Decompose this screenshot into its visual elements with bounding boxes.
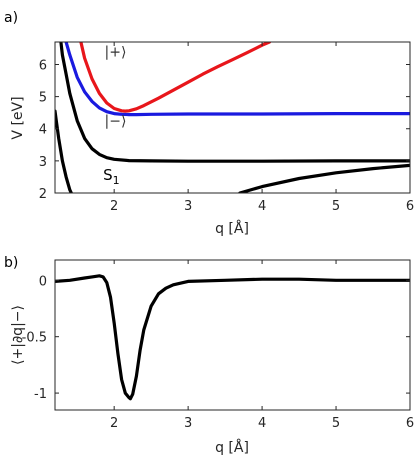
s1-annotation: S1	[103, 166, 120, 187]
panel-b-label: b)	[4, 255, 18, 271]
ket-plus-annotation: |+⟩	[105, 44, 127, 60]
x-tick-label: 6	[406, 199, 414, 214]
panel-b: b) q [Å] ⟨+|∂q|−⟩ 2 3 4 5 6 0 -0.5 -1	[4, 255, 414, 456]
x-axis-label-a: q [Å]	[215, 220, 249, 237]
series-line-0-0	[79, 42, 272, 113]
y-axis-label-a: V [eV]	[10, 96, 26, 139]
plot-area-b	[55, 274, 410, 401]
series-line-0-1	[64, 42, 410, 117]
y-axis-label-b: ⟨+|∂q|−⟩	[10, 305, 26, 365]
x-tick-label: 3	[184, 416, 192, 431]
y-tick-label: -1	[34, 387, 47, 402]
series-line-0-2	[59, 42, 410, 163]
x-axis-label-b: q [Å]	[215, 439, 249, 456]
axes-frame-a	[54, 41, 411, 194]
y-tick-label: 6	[39, 58, 47, 73]
y-tick-label: 4	[39, 123, 47, 138]
s1-subscript: 1	[113, 174, 120, 187]
x-tick-label: 2	[110, 416, 118, 431]
s1-letter: S	[103, 166, 113, 184]
y-tick-label: 2	[39, 187, 47, 202]
x-tick-label: 6	[406, 416, 414, 431]
ket-minus-annotation: |−⟩	[105, 114, 127, 130]
x-tick-label: 3	[184, 199, 192, 214]
x-tick-label: 2	[110, 199, 118, 214]
x-tick-label: 5	[332, 416, 340, 431]
panel-a-label: a)	[4, 10, 18, 26]
series-line-0-3	[55, 109, 73, 193]
series-line-0-4	[238, 163, 410, 193]
ticks-a: 2 3 4 5 6 2 3 4 5 6	[39, 42, 414, 214]
y-tick-label: -0.5	[22, 331, 47, 346]
plot-area-a	[55, 42, 410, 193]
panel-a: a) q [Å] V [eV] 2 3 4 5 6 2 3 4 5 6 |+⟩ |−⟩ S1	[4, 10, 414, 237]
x-tick-label: 4	[258, 199, 266, 214]
series-line-1-0	[55, 274, 410, 401]
y-tick-label: 5	[39, 91, 47, 106]
x-tick-label: 5	[332, 199, 340, 214]
axes-frame-b	[54, 259, 411, 411]
y-tick-label: 3	[39, 155, 47, 170]
x-tick-label: 4	[258, 416, 266, 431]
y-tick-label: 0	[39, 274, 47, 289]
ticks-b: 2 3 4 5 6 0 -0.5 -1	[22, 260, 414, 431]
